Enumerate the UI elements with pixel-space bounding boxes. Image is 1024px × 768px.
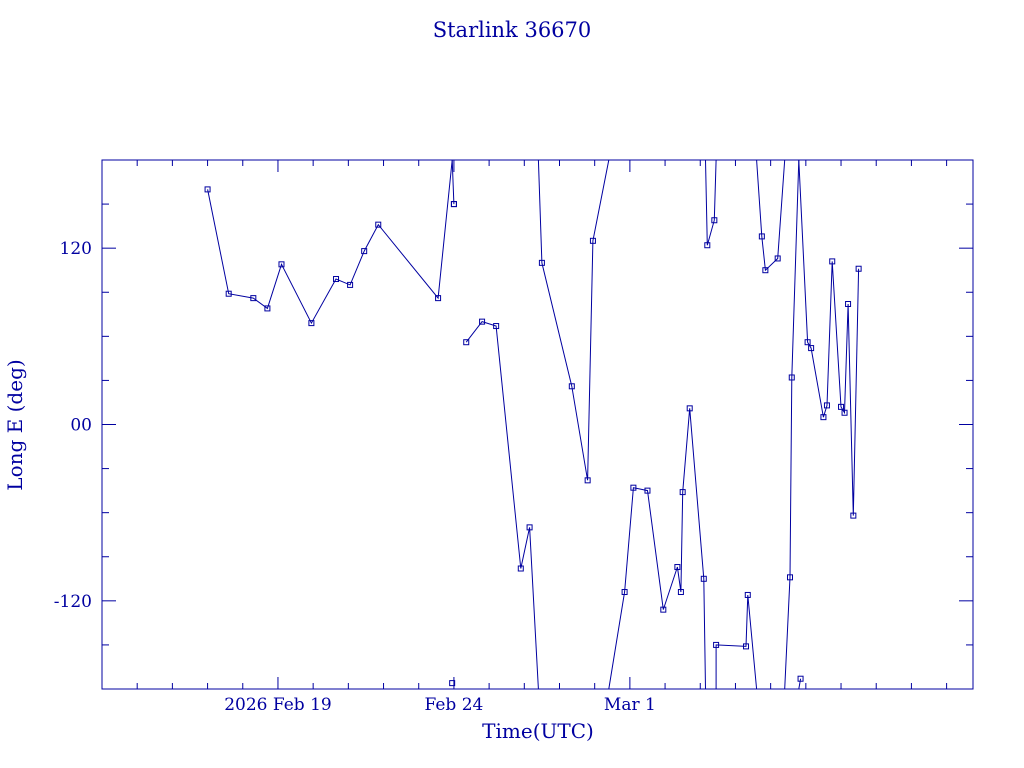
data-point xyxy=(686,405,693,412)
chart-title: Starlink 36670 xyxy=(433,18,592,42)
data-point xyxy=(347,281,354,288)
series-line xyxy=(798,159,860,516)
data-point xyxy=(538,259,545,266)
data-series xyxy=(204,159,862,690)
data-point xyxy=(621,589,628,596)
series-line xyxy=(451,159,455,205)
x-tick-label: Feb 24 xyxy=(424,695,483,715)
series-line xyxy=(608,408,706,690)
data-point xyxy=(829,258,836,265)
data-point xyxy=(630,484,637,491)
series-line xyxy=(207,159,453,325)
data-point xyxy=(679,489,686,496)
data-point xyxy=(758,233,765,240)
data-point xyxy=(463,339,470,346)
data-point xyxy=(743,643,750,650)
data-point xyxy=(278,261,285,268)
plot-frame xyxy=(101,159,974,690)
series-line xyxy=(798,678,802,690)
data-point xyxy=(584,477,591,484)
data-point xyxy=(493,323,500,330)
series-line xyxy=(784,159,800,690)
data-point xyxy=(711,217,718,224)
data-point xyxy=(774,255,781,262)
data-point xyxy=(845,301,852,308)
data-point xyxy=(450,201,457,208)
data-point xyxy=(479,318,486,325)
data-point xyxy=(435,295,442,302)
data-point xyxy=(674,564,681,571)
data-point xyxy=(250,295,257,302)
data-point xyxy=(855,265,862,272)
series-line xyxy=(465,321,539,690)
data-point xyxy=(375,221,382,228)
data-point xyxy=(804,339,811,346)
data-point xyxy=(744,591,751,598)
data-point xyxy=(308,320,315,327)
data-point xyxy=(850,512,857,519)
data-point xyxy=(589,237,596,244)
data-point xyxy=(788,374,795,381)
y-axis-label: Long E (deg) xyxy=(3,359,27,490)
data-point xyxy=(568,383,575,390)
data-point xyxy=(644,487,651,494)
axis-tick-labels: 2026 Feb 19 Feb 24 Mar 1 120 00 -120 xyxy=(54,239,656,715)
series-line xyxy=(537,159,610,481)
series-line xyxy=(756,159,786,272)
data-point xyxy=(704,242,711,249)
data-point xyxy=(713,641,720,648)
series-line xyxy=(705,159,717,246)
data-point xyxy=(361,248,368,255)
series-line xyxy=(715,594,758,690)
data-point xyxy=(841,409,848,416)
data-point xyxy=(333,276,340,283)
y-tick-label: -120 xyxy=(54,592,92,612)
data-point xyxy=(762,267,769,274)
axis-ticks xyxy=(102,160,973,689)
data-point xyxy=(526,524,533,531)
data-point xyxy=(517,565,524,572)
data-point xyxy=(823,402,830,409)
y-tick-label: 00 xyxy=(70,416,92,436)
data-point xyxy=(787,574,794,581)
data-point xyxy=(264,305,271,312)
x-axis-label: Time(UTC) xyxy=(482,719,594,743)
x-tick-label: Mar 1 xyxy=(604,695,656,715)
data-point xyxy=(449,680,456,687)
data-point xyxy=(677,589,684,596)
data-point xyxy=(700,575,707,582)
data-point xyxy=(808,345,815,352)
data-point xyxy=(225,290,232,297)
data-point xyxy=(660,606,667,613)
data-point xyxy=(838,403,845,410)
data-point xyxy=(204,186,211,193)
x-tick-label: 2026 Feb 19 xyxy=(224,695,332,715)
data-point xyxy=(797,675,804,682)
y-tick-label: 120 xyxy=(60,239,92,259)
data-point xyxy=(820,414,827,421)
